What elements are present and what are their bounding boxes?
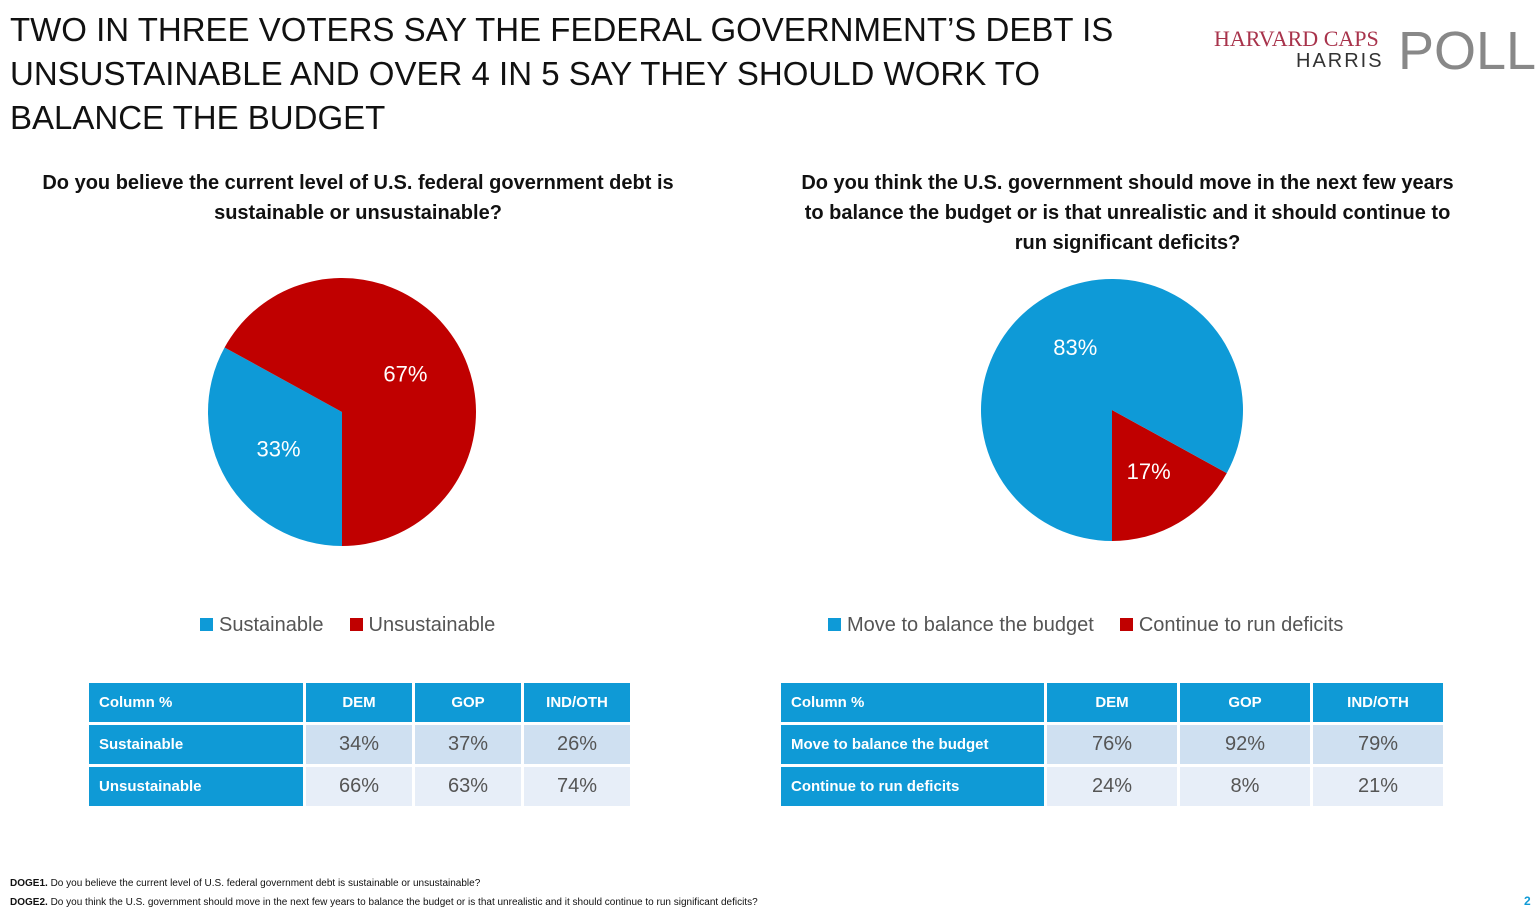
chart2-legend: Move to balance the budget Continue to r…: [828, 614, 1343, 637]
pie-data-label: 67%: [383, 361, 427, 386]
cell: 34%: [306, 725, 412, 764]
chart2-question: Do you think the U.S. government should …: [801, 172, 1454, 254]
legend-item: Unsustainable: [349, 614, 496, 637]
cell: 24%: [1047, 767, 1177, 806]
pie-slice-move-to-balance-the-budget: [980, 279, 1243, 541]
footnote-1: DOGE1. Do you believe the current level …: [10, 878, 480, 889]
footnote-text: Do you think the U.S. government should …: [47, 897, 758, 908]
logo-line1: HARVARD CAPS: [1214, 26, 1379, 51]
pie-data-label: 17%: [1127, 459, 1171, 484]
row-label: Continue to run deficits: [781, 767, 1044, 806]
header-cell: DEM: [306, 683, 412, 722]
table-party-sustainability: Column % DEM GOP IND/OTH Sustainable 34% 37% 2…: [86, 680, 633, 809]
footnote-code: DOGE1.: [10, 878, 48, 889]
row-label: Move to balance the budget: [781, 725, 1044, 764]
header-cell: GOP: [415, 683, 521, 722]
legend-item: Move to balance the budget: [828, 614, 1094, 637]
table-row: Move to balance the budget 76% 92% 79%: [781, 725, 1443, 764]
legend-label: Move to balance the budget: [847, 614, 1094, 636]
row-label: Sustainable: [89, 725, 303, 764]
cell: 92%: [1180, 725, 1310, 764]
legend-label: Unsustainable: [368, 614, 496, 636]
header-cell: DEM: [1047, 683, 1177, 722]
legend-item: Continue to run deficits: [1119, 614, 1344, 637]
cell: 74%: [524, 767, 630, 806]
legend-label: Sustainable: [219, 614, 324, 636]
cell: 63%: [415, 767, 521, 806]
cell: 26%: [524, 725, 630, 764]
footnote-text: Do you believe the current level of U.S.…: [47, 878, 481, 889]
header-cell: Column %: [89, 683, 303, 722]
harvard-caps-harris-poll-logo: HARVARD CAPS HARRIS POLL: [1212, 21, 1536, 81]
pie-slice-unsustainable: [224, 278, 476, 546]
pie-slice-continue-to-run-deficits: [1112, 410, 1227, 541]
pie-data-label: 83%: [1053, 335, 1097, 360]
cell: 37%: [415, 725, 521, 764]
logo-line3: POLL: [1398, 21, 1536, 81]
chart1-question: Do you believe the current level of U.S.…: [42, 172, 674, 224]
table-row: Sustainable 34% 37% 26%: [89, 725, 630, 764]
row-label: Unsustainable: [89, 767, 303, 806]
footnote-code: DOGE2.: [10, 897, 48, 908]
cell: 8%: [1180, 767, 1310, 806]
cell: 66%: [306, 767, 412, 806]
pie-data-label: 33%: [257, 437, 301, 462]
slide-title: TWO IN THREE VOTERS SAY THE FEDERAL GOVE…: [10, 11, 1114, 136]
table-row: Unsustainable 66% 63% 74%: [89, 767, 630, 806]
legend-label: Continue to run deficits: [1138, 614, 1344, 636]
footnote-2: DOGE2. Do you think the U.S. government …: [10, 897, 758, 908]
header-cell: Column %: [781, 683, 1044, 722]
cell: 79%: [1313, 725, 1443, 764]
table-row: Continue to run deficits 24% 8% 21%: [781, 767, 1443, 806]
logo-line2: HARRIS: [1296, 50, 1384, 72]
cell: 76%: [1047, 725, 1177, 764]
page-number: 2: [1524, 894, 1531, 908]
cell: 21%: [1313, 767, 1443, 806]
chart1-legend: Sustainable Unsustainable: [200, 614, 495, 637]
header-cell: GOP: [1180, 683, 1310, 722]
header-cell: IND/OTH: [524, 683, 630, 722]
table-party-budget: Column % DEM GOP IND/OTH Move to balance th…: [778, 680, 1446, 809]
legend-item: Sustainable: [200, 614, 324, 637]
header-cell: IND/OTH: [1313, 683, 1443, 722]
pie-slice-sustainable: [207, 347, 342, 546]
